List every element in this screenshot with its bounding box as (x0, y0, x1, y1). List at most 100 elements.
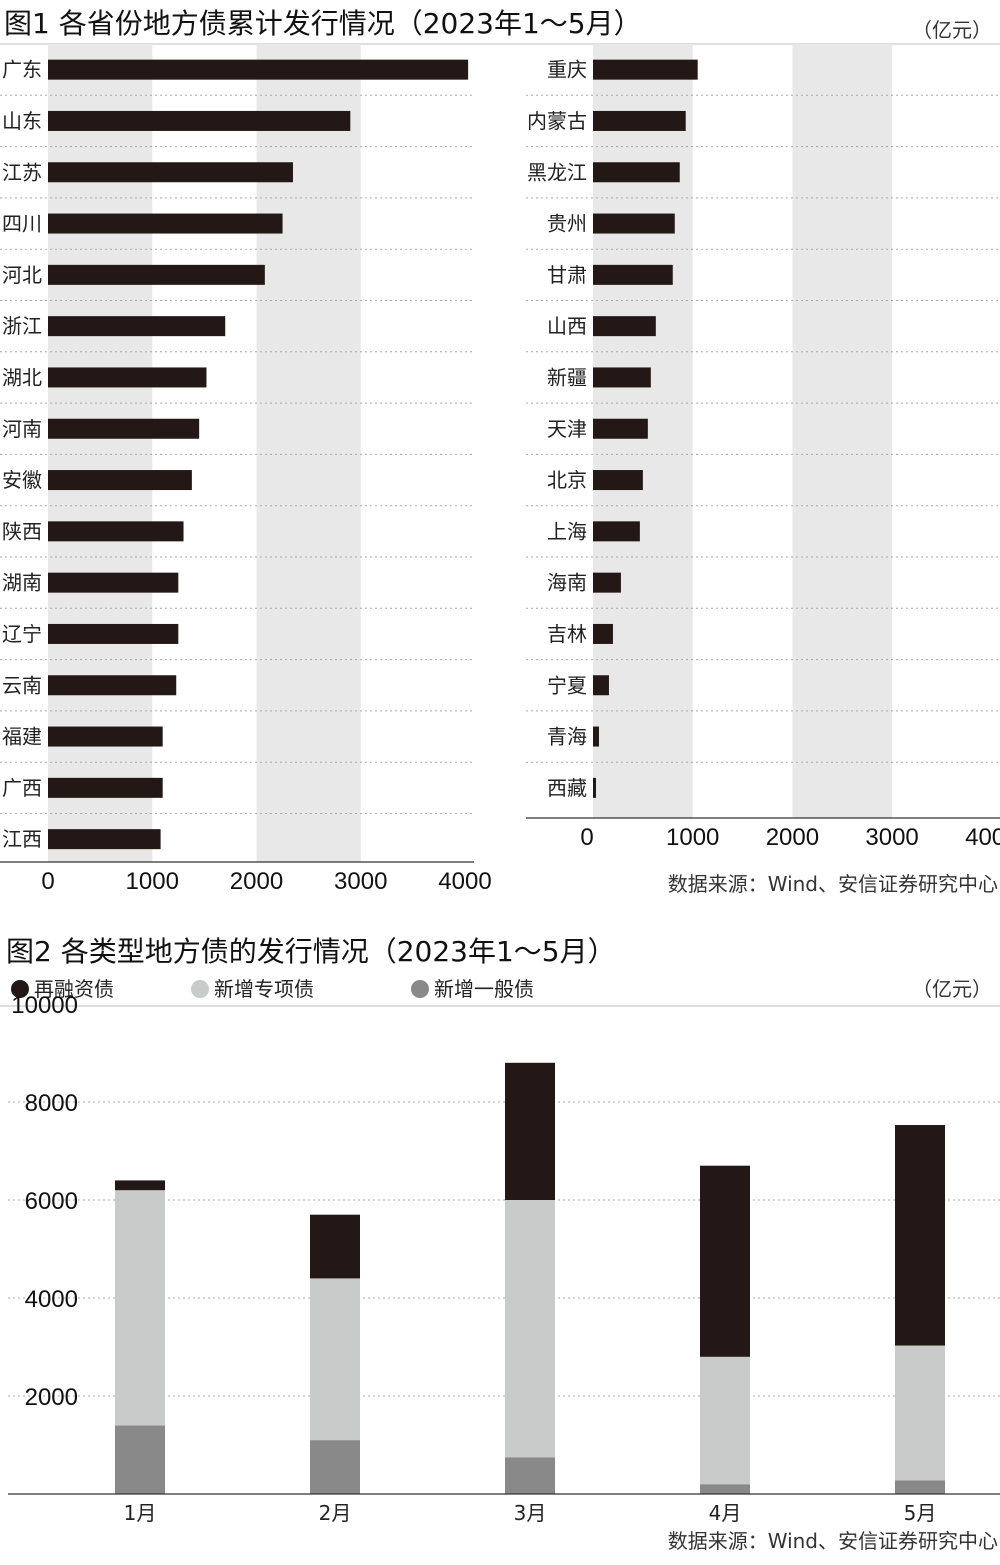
fig2-source: 数据来源：Wind、安信证券研究中心 (668, 1529, 998, 1553)
fig1-bar (593, 367, 651, 388)
fig1-category-label: 广西 (2, 776, 42, 800)
fig1-category-label: 广东 (2, 58, 42, 82)
fig2-legend-marker (11, 980, 29, 998)
fig1-bar (593, 726, 599, 747)
fig1-x-tick-label: 1000 (126, 868, 179, 895)
fig1-category-label: 青海 (547, 725, 587, 749)
fig1-x-tick-label: 2000 (766, 824, 819, 851)
fig1-category-label: 山西 (547, 314, 587, 338)
fig1-bar (593, 59, 698, 80)
fig2-bar-segment (115, 1180, 165, 1191)
fig2-unit: （亿元） (912, 977, 992, 1001)
fig2-bar-segment (505, 1062, 555, 1200)
fig2-bar-segment (505, 1457, 555, 1494)
fig1-bar (593, 213, 675, 234)
fig1-bar (48, 162, 293, 183)
fig1-x-tick-label: 0 (580, 824, 593, 851)
fig2-bar-segment (505, 1200, 555, 1458)
fig1-bar (593, 316, 656, 337)
fig1-x-tick-label: 3000 (334, 868, 387, 895)
fig1-category-label: 河北 (2, 263, 42, 287)
fig1-bar (48, 572, 179, 593)
fig1-bar (48, 521, 184, 542)
fig1-bar (48, 470, 192, 491)
fig2-bar-segment (310, 1214, 360, 1279)
fig2-bar-segment (700, 1165, 750, 1357)
fig1-x-tick-label: 4000 (438, 868, 491, 895)
fig1-category-label: 辽宁 (2, 622, 42, 646)
fig2-legend-label: 再融资债 (34, 977, 114, 1001)
fig1-category-label: 新疆 (547, 365, 587, 389)
fig1-bar (48, 59, 469, 80)
fig1-band (792, 44, 893, 818)
fig2-bar-segment (310, 1278, 360, 1441)
fig1-category-label: 陕西 (2, 519, 42, 543)
fig1-bar (593, 470, 643, 491)
fig1-category-label: 天津 (547, 417, 587, 441)
fig1-category-label: 山东 (2, 109, 42, 133)
fig2-y-tick-label: 8000 (25, 1090, 78, 1117)
fig2-legend-label: 新增一般债 (434, 977, 534, 1001)
fig1-bar (593, 521, 640, 542)
fig2-legend: 再融资债 新增专项债 新增一般债 (11, 977, 534, 1001)
fig2-x-tick-label: 1月 (124, 1501, 157, 1525)
fig1-category-label: 西藏 (547, 776, 587, 800)
fig1-bar (48, 623, 179, 644)
fig1-category-label: 宁夏 (547, 673, 587, 697)
fig1-bar (593, 418, 648, 439)
fig1-category-label: 安徽 (2, 468, 42, 492)
fig1-category-label: 湖北 (2, 365, 42, 389)
fig1-bar (48, 264, 265, 285)
fig2-y-tick-label: 2000 (25, 1384, 78, 1411)
fig1-category-label: 江苏 (2, 160, 42, 184)
fig2-y-tick-label: 4000 (25, 1286, 78, 1313)
fig2-bar-segment (895, 1345, 945, 1481)
fig1-bar (48, 726, 163, 747)
fig1-category-label: 江西 (2, 827, 42, 851)
fig1-category-label: 北京 (547, 468, 587, 492)
fig2-y-tick-label: 10000 (11, 992, 78, 1019)
fig2-x-tick-label: 4月 (709, 1501, 742, 1525)
fig2-x-tick-label: 5月 (904, 1501, 937, 1525)
fig2-title: 图2 各类型地方债的发行情况（2023年1～5月） (6, 935, 616, 968)
fig1-bar (593, 777, 596, 798)
fig2-x-tick-label: 3月 (514, 1501, 547, 1525)
fig2-bar-segment (310, 1440, 360, 1494)
fig1-bar (48, 675, 177, 696)
fig1-category-label: 吉林 (547, 622, 587, 646)
fig1-category-label: 四川 (2, 212, 42, 236)
fig1-bar (593, 623, 613, 644)
fig1-category-label: 浙江 (2, 314, 42, 338)
fig1-category-label: 云南 (2, 673, 42, 697)
fig2-bar-segment (895, 1125, 945, 1346)
fig2-bar-segment (115, 1425, 165, 1494)
fig1-bar (48, 316, 226, 337)
fig2-legend-marker (191, 980, 209, 998)
fig1-unit: （亿元） (912, 18, 992, 42)
fig1-x-tick-label: 4000 (965, 824, 1000, 851)
fig1-source: 数据来源：Wind、安信证券研究中心 (668, 872, 998, 896)
fig1-x-tick-label: 3000 (865, 824, 918, 851)
fig2-y-tick-label: 6000 (25, 1188, 78, 1215)
fig1-category-label: 内蒙古 (527, 109, 587, 133)
fig1-bar (48, 110, 351, 131)
fig2-plot: 2000 4000 6000 8000 10000 1月 2月 3月 4月 5月 (8, 992, 1000, 1525)
fig1-bar (48, 367, 207, 388)
fig1-category-label: 重庆 (547, 58, 587, 82)
fig1-category-label: 甘肃 (547, 263, 587, 287)
fig1-bar (48, 777, 163, 798)
fig2-x-tick-label: 2月 (319, 1501, 352, 1525)
fig1-bar (593, 264, 673, 285)
fig1-bar (48, 213, 283, 234)
fig1-bar (593, 572, 621, 593)
fig1-bar (48, 829, 161, 850)
fig2-bar-segment (700, 1356, 750, 1485)
fig1-category-label: 福建 (2, 725, 42, 749)
fig2-bar-segment (700, 1484, 750, 1494)
fig2-bar-segment (115, 1190, 165, 1426)
fig1-title: 图1 各省份地方债累计发行情况（2023年1～5月） (4, 7, 642, 40)
fig1-x-tick-label: 2000 (230, 868, 283, 895)
fig2-legend-label: 新增专项债 (214, 977, 314, 1001)
